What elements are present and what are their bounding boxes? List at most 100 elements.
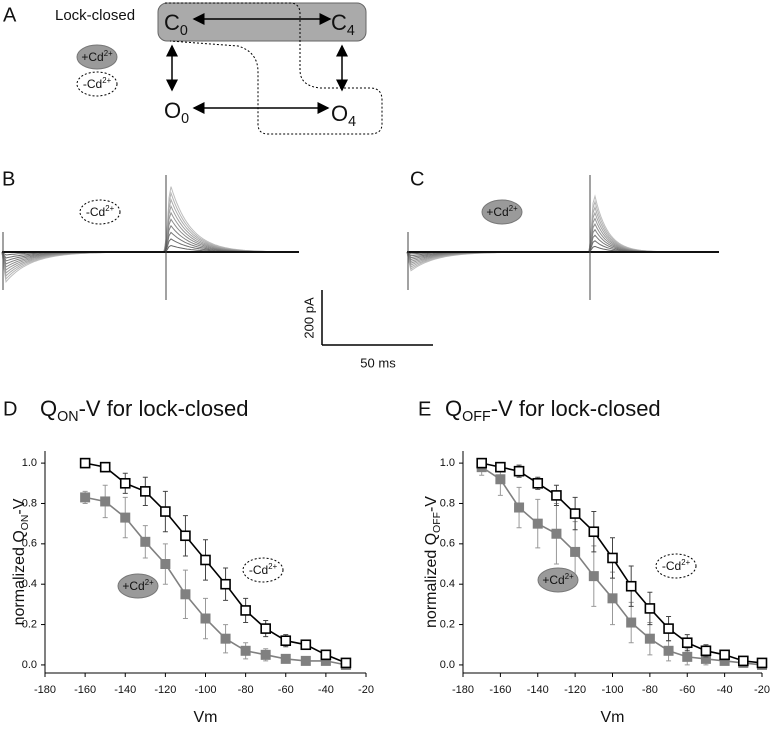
y-tick-label: 0.0 <box>22 659 37 671</box>
data-point <box>180 530 191 542</box>
data-point <box>663 623 674 634</box>
cd-label-part: +Cd <box>81 50 103 64</box>
data-point <box>280 635 292 647</box>
data-point <box>260 649 271 660</box>
chart-title-part: ON <box>57 409 78 425</box>
state-node-part: C <box>331 10 347 35</box>
fit-line <box>481 466 763 666</box>
x-tick-label: -60 <box>278 684 294 696</box>
legend-badge <box>655 553 697 579</box>
legend-label: -Cd 2+ <box>249 562 278 577</box>
x-axis-label: Vm <box>601 709 625 726</box>
y-tick-label: 0.4 <box>22 578 37 590</box>
data-point <box>260 623 271 634</box>
x-tick-label: -120 <box>564 684 586 696</box>
data-point <box>495 461 506 473</box>
y-tick-label: 1.0 <box>22 457 37 469</box>
current-trace <box>1 218 299 268</box>
scale-bar-y-label: 200 pA <box>301 297 316 339</box>
panel-label: B <box>2 168 15 190</box>
legend-label-part: 2+ <box>145 578 154 587</box>
y-tick-label: 0.0 <box>440 659 455 671</box>
legend-label-part: 2+ <box>681 558 690 567</box>
scale-bar-x-label: 50 ms <box>360 355 396 370</box>
cd-badge <box>79 199 121 225</box>
data-point <box>79 457 91 469</box>
x-tick-label: -140 <box>114 684 136 696</box>
legend-label: +Cd 2+ <box>122 578 154 593</box>
data-point <box>476 457 487 469</box>
data-point <box>240 645 251 656</box>
data-point <box>320 649 332 661</box>
x-tick-label: -160 <box>489 684 511 696</box>
x-tick-label: -40 <box>717 684 733 696</box>
data-point <box>738 655 749 667</box>
y-axis-label-part: -V <box>423 496 440 512</box>
x-tick-label: -180 <box>452 684 474 696</box>
data-point <box>532 477 544 489</box>
y-axis-label-part: -V <box>11 498 28 514</box>
chart-title-part: Q <box>445 396 462 421</box>
data-point <box>644 633 655 644</box>
data-point <box>681 637 693 649</box>
x-tick-label: -120 <box>154 684 176 696</box>
x-tick-label: -20 <box>358 684 374 696</box>
state-node-part: 4 <box>348 114 356 130</box>
data-point <box>569 508 581 519</box>
y-tick-label: 0.2 <box>22 618 37 630</box>
data-point <box>588 526 600 538</box>
data-point <box>607 593 618 604</box>
legend-label-part: +Cd <box>542 573 564 587</box>
data-point <box>160 506 171 517</box>
cd-label-part: 2+ <box>104 49 113 58</box>
data-point <box>180 589 191 600</box>
cd-badge <box>481 199 523 225</box>
data-point <box>682 651 693 662</box>
data-point <box>300 639 312 651</box>
data-point <box>607 552 618 564</box>
y-tick-label: 0.2 <box>440 618 455 630</box>
data-point <box>200 554 211 566</box>
y-tick-label: 0.8 <box>440 497 455 509</box>
legend-label: -Cd 2+ <box>662 558 691 573</box>
cd-label-part: 2+ <box>509 204 518 213</box>
data-point <box>588 571 599 582</box>
data-point <box>140 486 151 497</box>
data-point <box>220 633 231 644</box>
panel-label: C <box>410 168 424 190</box>
chart-title-part: -V for lock-closed <box>79 396 249 421</box>
data-point <box>120 512 131 523</box>
scheme <box>157 2 383 135</box>
y-axis-label-part: normalized Q <box>423 533 440 628</box>
current-trace <box>406 200 719 270</box>
data-point <box>100 496 111 507</box>
legend-badge <box>537 567 579 593</box>
legend-label-part: -Cd <box>249 563 268 577</box>
data-point <box>140 536 151 547</box>
data-point <box>119 477 131 489</box>
cd-label-part: +Cd <box>486 205 508 219</box>
cd-label-part: 2+ <box>102 76 111 85</box>
y-axis-label-part: ON <box>20 515 31 531</box>
x-tick-label: -180 <box>34 684 56 696</box>
current-trace <box>1 186 299 283</box>
data-point <box>200 613 211 624</box>
panel-label: A <box>3 4 17 26</box>
current-trace <box>1 204 299 274</box>
data-point <box>756 657 768 669</box>
x-tick-label: -100 <box>601 684 623 696</box>
legend-label-part: 2+ <box>268 562 277 571</box>
y-axis-label: normalized QON -V <box>11 498 31 625</box>
data-point <box>495 474 506 485</box>
cd-label: +Cd 2+ <box>81 49 113 64</box>
data-point <box>160 559 171 570</box>
x-axis-label: Vm <box>194 709 218 726</box>
x-tick-label: -40 <box>318 684 334 696</box>
data-point <box>240 605 251 616</box>
chart-title-part: -V for lock-closed <box>491 396 661 421</box>
state-node-part: O <box>164 98 181 123</box>
